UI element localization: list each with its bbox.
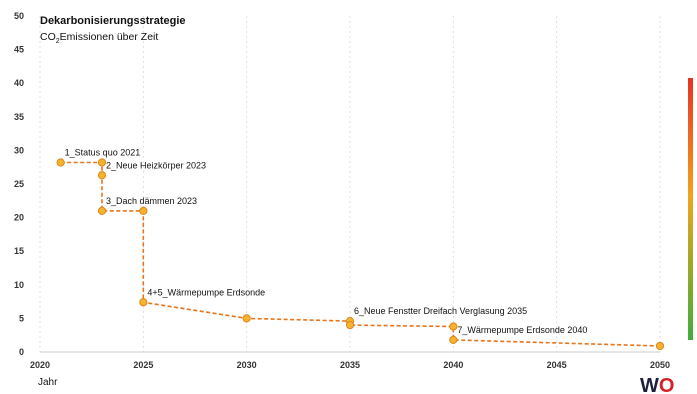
series-line: [60, 161, 661, 347]
x-tick-label: 2045: [547, 360, 567, 370]
y-tick-label: 35: [14, 112, 24, 122]
data-point: [345, 321, 355, 330]
data-point: [655, 341, 665, 351]
point-annotation: 2_Neue Heizkörper 2023: [106, 160, 206, 170]
point-annotation: 1_Status quo 2021: [65, 147, 141, 157]
point-annotation: 7_Wärmepumpe Erdsonde 2040: [457, 325, 587, 335]
x-tick-label: 2020: [30, 360, 50, 370]
y-tick-label: 10: [14, 280, 24, 290]
data-point: [242, 314, 251, 323]
x-tick-label: 2030: [237, 360, 257, 370]
series-markers: [56, 158, 665, 351]
y-tick-label: 0: [19, 347, 24, 357]
data-point: [449, 322, 458, 331]
data-point: [56, 158, 65, 167]
data-point: [139, 206, 148, 215]
data-point: [449, 335, 458, 345]
y-tick-label: 20: [14, 213, 24, 223]
x-axis-label: Jahr: [38, 377, 58, 388]
y-tick-label: 15: [14, 246, 24, 256]
chart-subtitle: CO2Emissionen über Zeit: [40, 31, 158, 45]
y-tick-label: 45: [14, 45, 24, 55]
data-point: [97, 158, 107, 167]
logo-o: O: [659, 375, 675, 394]
y-tick-label: 30: [14, 145, 24, 155]
chart-title: Dekarbonisierungsstrategie: [40, 15, 186, 27]
point-annotation: 6_Neue Fenstter Dreifach Verglasung 2035: [354, 306, 527, 316]
data-point: [97, 171, 107, 180]
y-axis: 0 5 10 15 20 25 30 35 40 45 50: [14, 11, 24, 357]
y-tick-label: 40: [14, 78, 24, 88]
x-tick-label: 2050: [650, 360, 670, 370]
y-tick-label: 50: [14, 11, 24, 21]
x-tick-label: 2025: [133, 360, 153, 370]
x-tick-label: 2035: [340, 360, 360, 370]
point-annotation: 4+5_Wärmepumpe Erdsonde: [147, 287, 265, 297]
color-scale-bar: [688, 78, 693, 340]
y-tick-label: 5: [19, 313, 24, 323]
annotations: 1_Status quo 2021 2_Neue Heizkörper 2023 3…: [65, 147, 588, 334]
x-tick-label: 2040: [443, 360, 463, 370]
point-annotation: 3_Dach dämmen 2023: [106, 196, 197, 206]
grid-lines: [39, 16, 661, 353]
data-point: [97, 206, 107, 215]
data-point: [139, 298, 148, 307]
x-axis: 2020 2025 2030 2035 2040 2045 2050: [30, 360, 670, 370]
logo: WO: [640, 375, 674, 394]
y-tick-label: 25: [14, 179, 24, 189]
logo-w: W: [640, 375, 659, 394]
